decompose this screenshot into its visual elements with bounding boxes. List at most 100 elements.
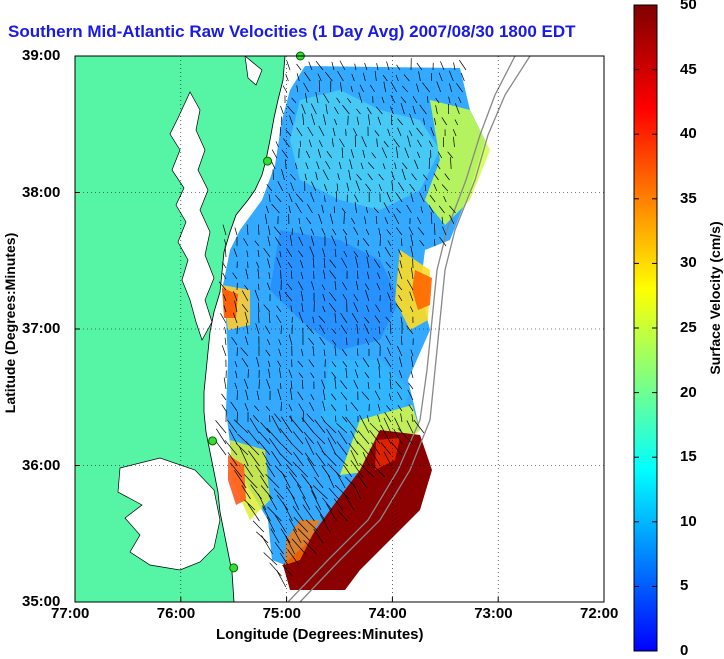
velocity-arrow	[406, 325, 414, 335]
velocity-arrow	[332, 127, 336, 137]
velocity-arrow	[290, 173, 296, 181]
velocity-arrow	[286, 248, 293, 258]
velocity-arrow	[348, 169, 351, 181]
velocity-arrow	[321, 379, 326, 390]
velocity-arrow	[289, 115, 294, 126]
velocity-arrow	[317, 73, 322, 82]
velocity-arrow	[311, 490, 322, 511]
velocity-arrow	[282, 502, 293, 522]
x-tick-label: 72:00	[580, 605, 619, 622]
velocity-arrow	[281, 471, 291, 489]
velocity-arrow	[311, 281, 315, 291]
velocity-arrow	[241, 290, 249, 302]
velocity-arrow	[306, 413, 315, 423]
velocity-arrow	[336, 183, 339, 192]
velocity-arrow	[363, 323, 370, 335]
velocity-arrow	[260, 485, 273, 500]
velocity-arrow	[353, 379, 359, 390]
velocity-arrow	[395, 227, 403, 236]
velocity-arrow	[303, 82, 310, 93]
velocity-arrow	[241, 304, 249, 313]
velocity-arrow	[305, 217, 312, 225]
y-tick-label: 36:00	[22, 456, 61, 474]
velocity-arrow	[276, 570, 287, 588]
velocity-arrow	[263, 304, 271, 313]
velocity-arrow	[453, 62, 456, 71]
velocity-arrow	[420, 206, 423, 214]
colorbar-tick-label: 5	[680, 577, 689, 595]
velocity-arrow	[241, 485, 251, 500]
velocity-arrow	[349, 159, 353, 170]
velocity-arrow	[371, 152, 377, 159]
velocity-arrow	[386, 229, 392, 236]
velocity-arrow	[376, 283, 381, 291]
velocity-arrow	[353, 294, 359, 302]
velocity-arrow	[435, 105, 438, 115]
velocity-arrow	[323, 257, 326, 269]
velocity-arrow	[297, 391, 304, 401]
velocity-arrow	[350, 402, 359, 412]
velocity-arrow	[234, 361, 238, 368]
velocity-arrow	[379, 234, 381, 247]
velocity-arrow	[397, 405, 403, 412]
velocity-arrow	[353, 302, 359, 313]
velocity-arrow	[422, 174, 428, 181]
velocity-arrow	[314, 419, 326, 434]
velocity-arrow	[374, 390, 381, 401]
velocity-arrow	[268, 272, 271, 280]
velocity-arrow	[287, 261, 293, 269]
velocity-arrow	[369, 422, 381, 434]
velocity-arrow	[298, 217, 301, 225]
velocity-arrow	[281, 443, 293, 456]
velocity-arrow	[249, 417, 260, 434]
velocity-arrow	[416, 83, 420, 93]
velocity-arrow	[393, 138, 400, 148]
velocity-arrow	[376, 138, 378, 148]
velocity-arrow	[276, 257, 282, 269]
velocity-arrow	[387, 240, 392, 247]
chesapeake-bay	[169, 91, 215, 341]
velocity-arrow	[276, 305, 282, 313]
velocity-arrow	[386, 61, 390, 71]
velocity-arrow	[305, 519, 320, 533]
velocity-arrow	[369, 430, 381, 445]
velocity-arrow	[356, 108, 361, 115]
velocity-arrow	[389, 372, 392, 379]
velocity-arrow	[243, 238, 249, 247]
velocity-arrow	[223, 377, 227, 390]
velocity-arrow	[334, 281, 337, 291]
velocity-arrow	[324, 195, 326, 203]
velocity-arrow	[261, 535, 273, 555]
velocity-arrow	[258, 311, 260, 324]
velocity-arrow	[289, 388, 293, 401]
velocity-arrow	[285, 129, 292, 137]
velocity-arrow	[389, 283, 392, 291]
velocity-arrow	[299, 259, 304, 269]
velocity-arrow	[266, 282, 271, 291]
velocity-arrow	[394, 417, 403, 434]
velocity-arrow	[359, 463, 375, 478]
velocity-arrow	[398, 294, 403, 302]
velocity-arrow	[295, 193, 304, 203]
velocity-arrow	[365, 228, 370, 236]
velocity-arrow	[410, 234, 414, 247]
velocity-arrow	[334, 106, 339, 115]
velocity-arrow	[395, 381, 403, 390]
velocity-arrow	[294, 162, 298, 170]
velocity-arrow	[322, 497, 333, 511]
velocity-arrow	[375, 215, 378, 225]
velocity-arrow	[304, 173, 307, 181]
delaware-bay	[244, 56, 263, 86]
grid-lines	[75, 56, 604, 602]
velocity-arrow	[245, 440, 260, 456]
velocity-arrow	[396, 146, 399, 159]
velocity-arrow	[353, 128, 358, 137]
velocity-arrow	[276, 315, 282, 324]
velocity-arrow	[350, 149, 355, 159]
velocity-arrow	[298, 403, 304, 412]
velocity-arrow	[229, 429, 238, 445]
velocity-arrow	[323, 93, 330, 104]
velocity-arrow	[374, 315, 381, 324]
velocity-arrow	[373, 259, 381, 269]
velocity-arrow	[417, 151, 421, 159]
